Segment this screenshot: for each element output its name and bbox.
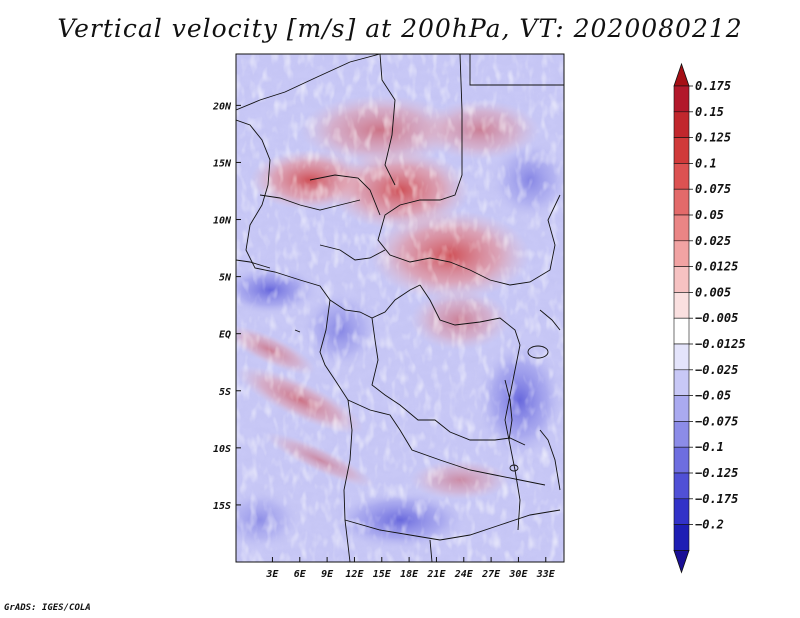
colorbar-label: −0.025: [695, 363, 738, 377]
colorbar-label: −0.125: [695, 466, 738, 480]
y-tick-label: 5S: [219, 387, 231, 398]
x-tick-label: 24E: [454, 569, 474, 580]
colorbar-label: 0.175: [695, 79, 731, 93]
x-tick-label: 6E: [294, 569, 307, 580]
colorbar-swatch: [673, 111, 690, 138]
x-tick-label: 9E: [321, 569, 334, 580]
colorbar-label: 0.15: [695, 105, 724, 119]
y-tick-label: 15N: [213, 158, 232, 169]
y-tick-label: 10S: [213, 444, 231, 455]
colorbar-bottom-arrow: [673, 550, 690, 574]
x-tick-label: 30E: [508, 569, 528, 580]
colorbar-swatch: [673, 292, 690, 319]
colorbar-swatch: [673, 137, 690, 164]
colorbar-label: −0.075: [695, 414, 738, 428]
map-frame: [235, 53, 565, 563]
x-tick-label: 18E: [400, 569, 419, 580]
y-axis: 20N 15N 10N 5N EQ 5S 10S 15S: [212, 101, 241, 512]
x-tick-label: 12E: [345, 569, 364, 580]
y-tick-label: 10N: [213, 216, 232, 227]
y-tick-label: 15S: [213, 501, 231, 512]
country-borders: [236, 54, 564, 562]
colorbar-label: 0.125: [695, 131, 731, 145]
colorbar-label: −0.005: [695, 311, 738, 325]
colorbar-top-arrow: [673, 62, 690, 87]
x-axis: 3E 6E 9E 12E 15E 18E 21E 24E 27E 30E 33E: [265, 557, 556, 580]
colorbar-label: −0.0125: [695, 337, 746, 351]
colorbar-label: 0.075: [695, 182, 731, 196]
colorbar-swatch: [673, 266, 690, 293]
colorbar-label: −0.1: [695, 440, 724, 454]
colorbar-label: −0.175: [695, 492, 738, 506]
x-tick-label: 21E: [426, 569, 446, 580]
colorbar: 0.175 0.15 0.125 0.1 0.075 0.05 0.025 0.0125 0.0…: [673, 62, 746, 574]
colorbar-swatch: [673, 524, 690, 551]
colorbar-swatch: [673, 188, 690, 216]
colorbar-swatch: [673, 240, 690, 267]
x-tick-label: 27E: [481, 569, 501, 580]
colorbar-swatch: [673, 214, 690, 242]
colorbar-label: 0.05: [695, 208, 724, 222]
y-tick-label: 20N: [212, 101, 232, 112]
colorbar-swatch: [673, 446, 690, 474]
colorbar-label: 0.0125: [695, 260, 738, 274]
colorbar-swatch: [673, 163, 690, 190]
colorbar-label: −0.2: [695, 518, 724, 532]
colorbar-swatch: [673, 421, 690, 448]
x-tick-label: 33E: [536, 569, 556, 580]
colorbar-label: 0.005: [695, 285, 731, 299]
colorbar-label: −0.05: [695, 389, 731, 403]
colorbar-label: 0.1: [695, 156, 717, 170]
map-title: Vertical velocity [m/s] at 200hPa, VT: 2…: [57, 14, 743, 43]
grads-credit: GrADS: IGES/COLA: [4, 603, 91, 613]
colorbar-label: 0.025: [695, 234, 731, 248]
y-tick-label: 5N: [219, 273, 232, 284]
colorbar-swatch: [673, 395, 690, 422]
colorbar-swatch: [673, 472, 690, 500]
colorbar-swatch: [673, 343, 690, 371]
colorbar-swatch: [673, 85, 690, 113]
x-tick-label: 15E: [373, 569, 392, 580]
colorbar-swatch: [673, 317, 690, 345]
colorbar-swatch: [673, 498, 690, 525]
x-tick-label: 3E: [265, 569, 279, 580]
colorbar-swatch: [673, 369, 690, 396]
y-tick-label: EQ: [219, 330, 231, 341]
velocity-field: [236, 54, 564, 562]
